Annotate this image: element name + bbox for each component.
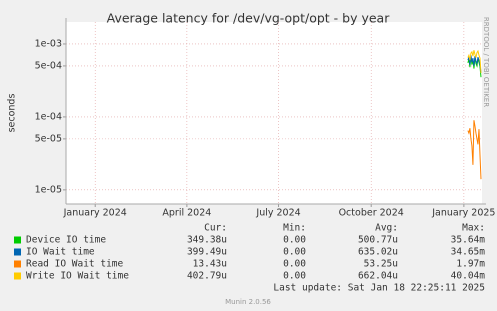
legend-value: 402.79u [187, 271, 227, 282]
legend-swatch [14, 236, 21, 244]
legend-value: 0.00 [283, 259, 306, 270]
legend-label: IO Wait time [26, 247, 95, 258]
legend-value: 399.49u [187, 247, 227, 258]
legend-swatch [14, 260, 21, 268]
watermark: RRDTOOL / TOBI OETIKER [482, 17, 490, 107]
series-line [467, 49, 482, 74]
legend-swatch [14, 248, 21, 256]
last-update: Last update: Sat Jan 18 22:25:11 2025 [273, 283, 485, 294]
x-tick-label: January 2024 [63, 208, 127, 219]
legend-value: 0.00 [283, 247, 306, 258]
y-tick-label: 1e-03 [35, 38, 62, 49]
footer: Munin 2.0.56 [225, 298, 271, 306]
legend-header: Min: [283, 223, 306, 234]
chart-title: Average latency for /dev/vg-opt/opt - by… [107, 11, 391, 26]
legend-label: Read IO Wait time [26, 259, 124, 270]
legend-swatch [14, 272, 21, 280]
y-tick-label: 5e-04 [35, 60, 62, 71]
legend-value: 40.04m [451, 271, 486, 282]
y-tick-label: 1e-05 [35, 184, 62, 195]
legend-value: 349.38u [187, 235, 227, 246]
series-line [467, 55, 482, 74]
legend-value: 0.00 [283, 235, 306, 246]
y-tick-label: 1e-04 [35, 111, 62, 122]
legend-label: Write IO Wait time [26, 271, 129, 282]
legend-value: 34.65m [451, 247, 486, 258]
x-tick-label: April 2024 [162, 208, 211, 219]
x-tick-label: October 2024 [339, 208, 404, 219]
legend-value: 500.77u [358, 235, 398, 246]
series-line [467, 120, 482, 180]
x-tick-label: January 2025 [431, 208, 495, 219]
legend-value: 662.04u [358, 271, 398, 282]
legend-value: 53.25u [364, 259, 398, 270]
x-tick-label: July 2024 [255, 208, 300, 219]
plot-area [66, 22, 482, 204]
y-axis-label: seconds [7, 94, 18, 133]
legend-label: Device IO time [26, 235, 106, 246]
legend-header: Cur: [204, 223, 227, 234]
y-tick-label: 5e-05 [35, 133, 62, 144]
legend-value: 1.97m [456, 259, 485, 270]
legend-header: Avg: [375, 223, 398, 234]
legend-value: 13.43u [193, 259, 227, 270]
legend-header: Max: [462, 223, 485, 234]
legend-value: 35.64m [451, 235, 486, 246]
legend-value: 635.02u [358, 247, 398, 258]
legend-value: 0.00 [283, 271, 306, 282]
